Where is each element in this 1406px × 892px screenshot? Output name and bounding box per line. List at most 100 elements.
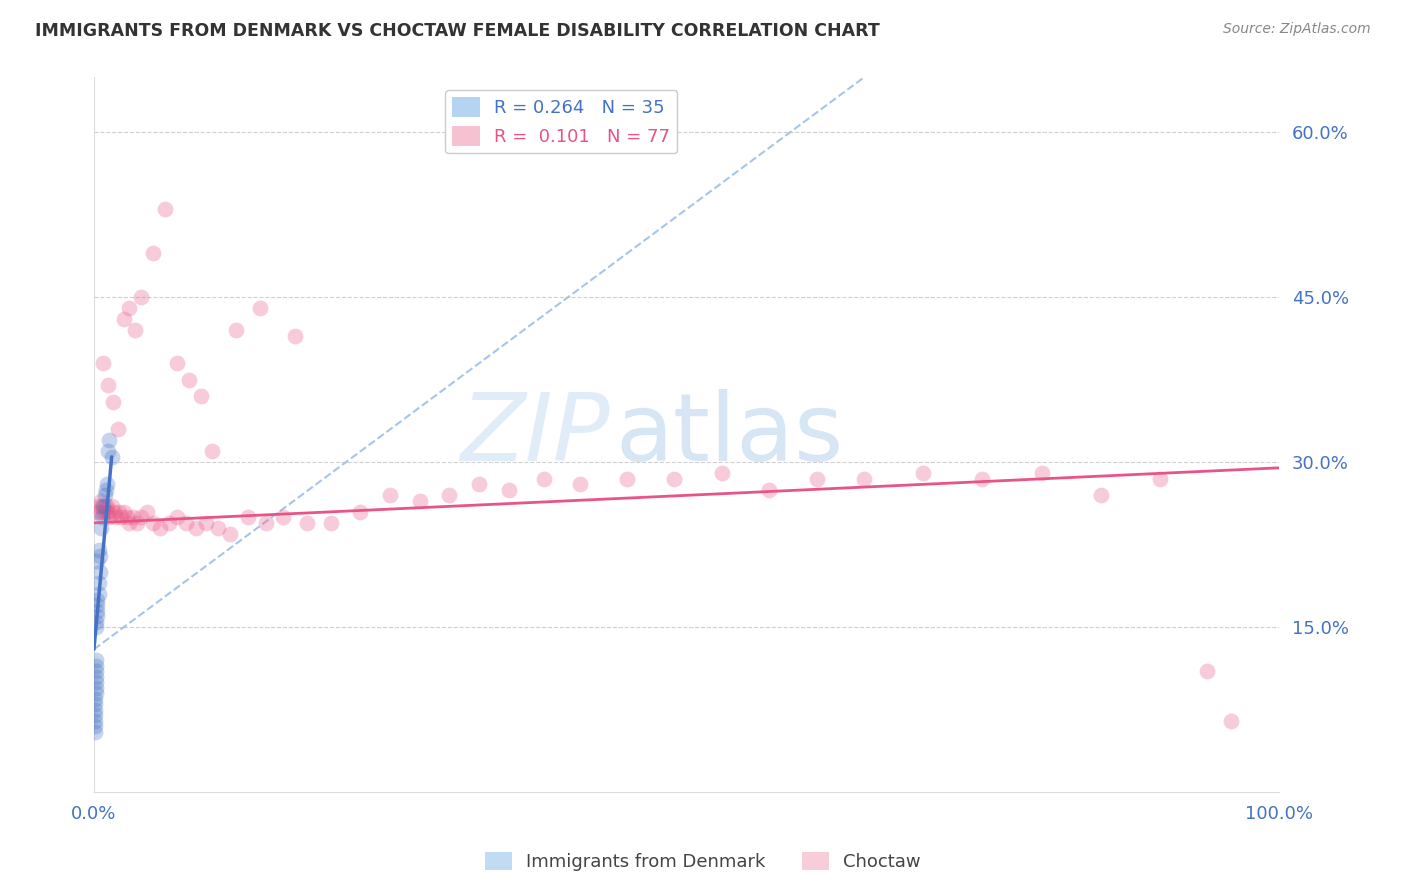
Point	[225, 323, 247, 337]
Point	[107, 505, 129, 519]
Point	[84, 620, 107, 634]
Point	[84, 681, 107, 695]
Point	[93, 500, 115, 514]
Text: ZIP: ZIP	[460, 390, 609, 481]
Point	[157, 516, 180, 530]
Point	[498, 483, 520, 497]
Point	[166, 510, 188, 524]
Point	[110, 510, 132, 524]
Point	[122, 510, 145, 524]
Point	[236, 510, 259, 524]
Point	[201, 444, 224, 458]
Point	[112, 505, 135, 519]
Point	[284, 329, 307, 343]
Point	[87, 543, 110, 558]
Point	[91, 500, 114, 514]
Point	[93, 488, 115, 502]
Point	[207, 521, 229, 535]
Point	[84, 698, 107, 712]
Point	[97, 444, 120, 458]
Point	[84, 665, 107, 679]
Text: IMMIGRANTS FROM DENMARK VS CHOCTAW FEMALE DISABILITY CORRELATION CHART: IMMIGRANTS FROM DENMARK VS CHOCTAW FEMAL…	[35, 22, 880, 40]
Point	[349, 505, 371, 519]
Point	[166, 356, 188, 370]
Point	[101, 395, 124, 409]
Point	[98, 510, 121, 524]
Point	[115, 510, 138, 524]
Point	[295, 516, 318, 530]
Point	[84, 675, 107, 690]
Point	[852, 472, 875, 486]
Point	[84, 691, 107, 706]
Point	[105, 510, 128, 524]
Point	[84, 724, 107, 739]
Point	[98, 434, 121, 448]
Point	[912, 467, 935, 481]
Point	[1090, 488, 1112, 502]
Point	[1149, 472, 1171, 486]
Point	[103, 505, 125, 519]
Point	[131, 290, 153, 304]
Point	[87, 587, 110, 601]
Point	[84, 615, 107, 629]
Point	[84, 670, 107, 684]
Point	[86, 592, 108, 607]
Point	[468, 477, 491, 491]
Point	[84, 653, 107, 667]
Point	[84, 714, 107, 728]
Point	[190, 389, 212, 403]
Text: atlas: atlas	[616, 389, 844, 481]
Point	[806, 472, 828, 486]
Point	[149, 521, 172, 535]
Point	[124, 323, 146, 337]
Point	[84, 719, 107, 733]
Point	[90, 493, 112, 508]
Point	[87, 576, 110, 591]
Point	[710, 467, 733, 481]
Point	[184, 521, 207, 535]
Point	[84, 703, 107, 717]
Text: Source: ZipAtlas.com: Source: ZipAtlas.com	[1223, 22, 1371, 37]
Point	[177, 373, 200, 387]
Point	[1220, 714, 1243, 728]
Point	[131, 510, 153, 524]
Point	[112, 312, 135, 326]
Point	[125, 516, 148, 530]
Point	[1031, 467, 1053, 481]
Point	[86, 609, 108, 624]
Point	[118, 516, 141, 530]
Point	[664, 472, 686, 486]
Point	[142, 246, 165, 260]
Point	[616, 472, 638, 486]
Point	[91, 510, 114, 524]
Point	[758, 483, 780, 497]
Point	[249, 301, 271, 316]
Point	[89, 505, 111, 519]
Point	[142, 516, 165, 530]
Point	[94, 505, 117, 519]
Point	[86, 604, 108, 618]
Point	[273, 510, 295, 524]
Point	[254, 516, 277, 530]
Point	[408, 493, 430, 508]
Point	[86, 599, 108, 613]
Point	[86, 554, 108, 568]
Point	[87, 500, 110, 514]
Legend: Immigrants from Denmark, Choctaw: Immigrants from Denmark, Choctaw	[478, 845, 928, 879]
Point	[89, 549, 111, 563]
Point	[84, 658, 107, 673]
Point	[100, 450, 122, 464]
Point	[136, 505, 159, 519]
Point	[86, 505, 108, 519]
Point	[84, 708, 107, 723]
Point	[568, 477, 591, 491]
Point	[93, 500, 115, 514]
Point	[118, 301, 141, 316]
Legend: R = 0.264   N = 35, R =  0.101   N = 77: R = 0.264 N = 35, R = 0.101 N = 77	[446, 90, 678, 153]
Point	[107, 422, 129, 436]
Point	[533, 472, 555, 486]
Point	[97, 505, 120, 519]
Point	[93, 505, 115, 519]
Point	[90, 521, 112, 535]
Point	[1197, 665, 1219, 679]
